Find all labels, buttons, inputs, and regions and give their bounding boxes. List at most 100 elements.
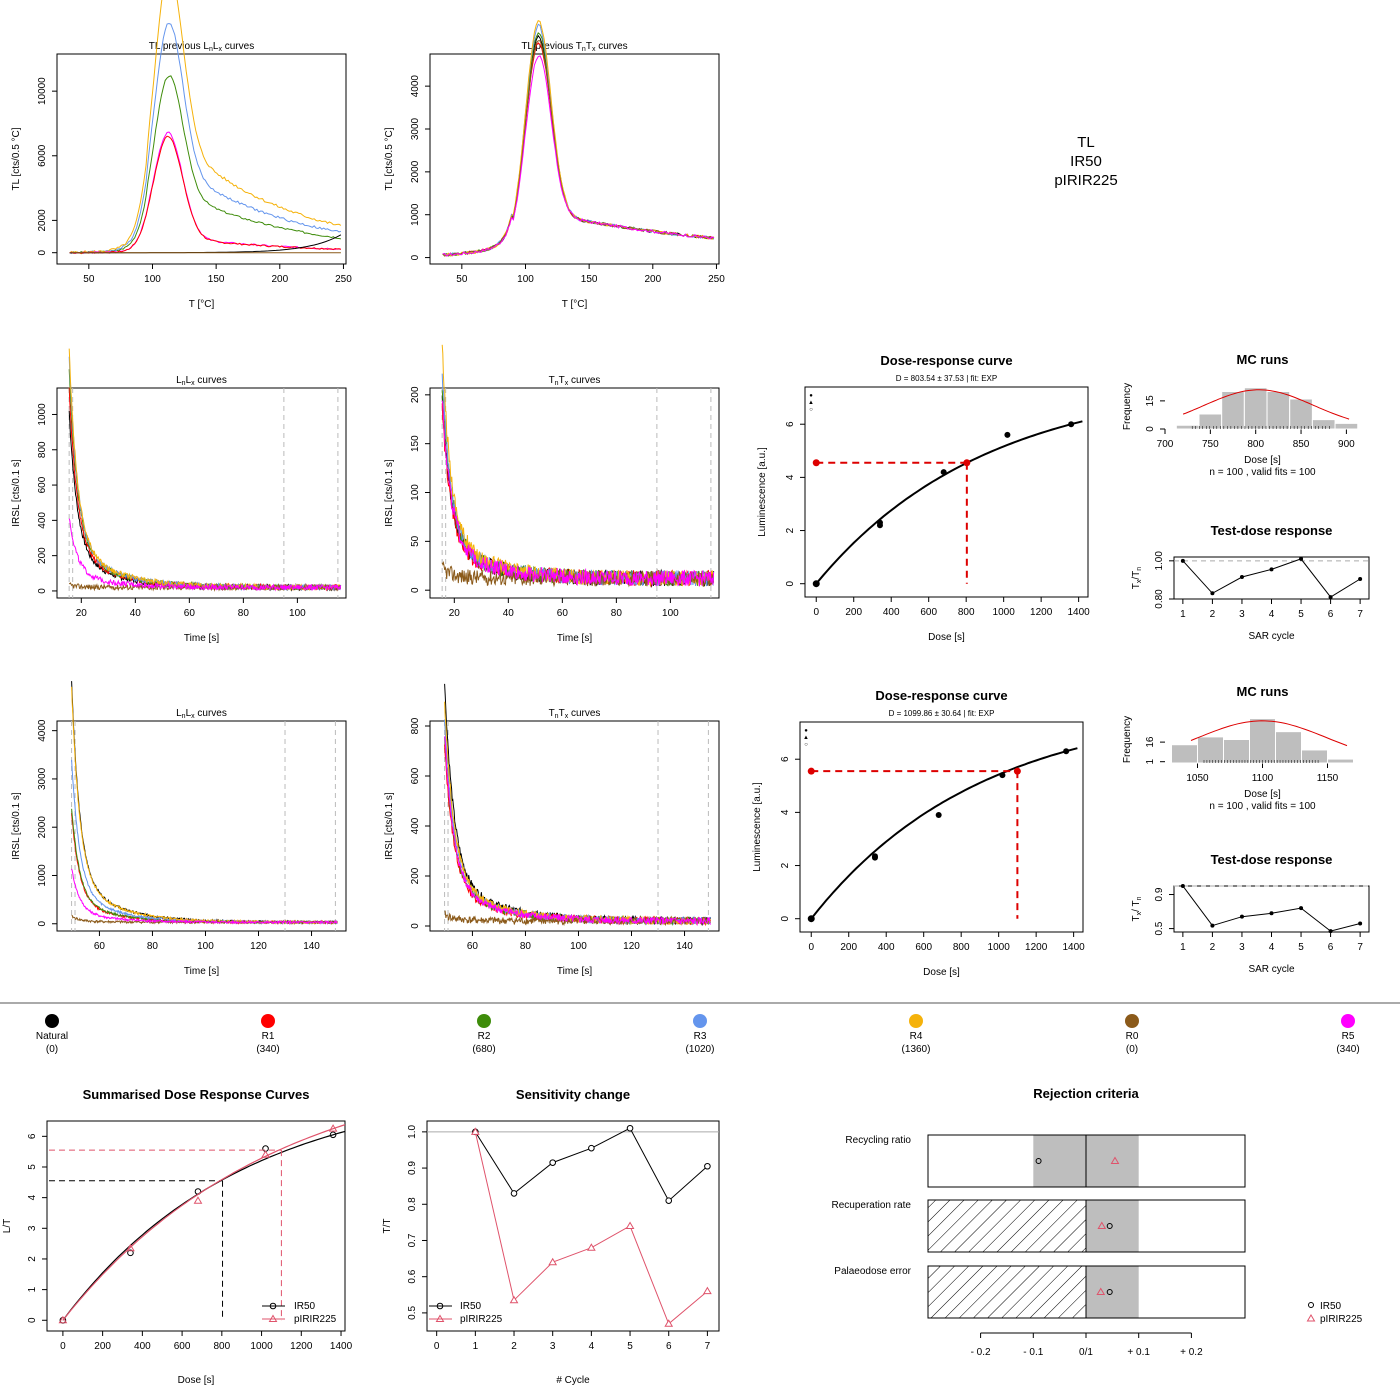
legend-dose: (680) [472, 1044, 495, 1055]
x-axis-label: # Cycle [556, 1375, 590, 1386]
y-tick-label: 800 [37, 441, 48, 458]
x-tick-label: 100 [517, 274, 534, 285]
tl-lx-curve [70, 76, 341, 253]
y-axis-label: Luminescence [a.u.] [752, 782, 763, 872]
x-tick-label: 0/1 [1079, 1347, 1093, 1358]
x-axis-label: Dose [s] [1244, 789, 1281, 800]
panel-title: Summarised Dose Response Curves [83, 1087, 310, 1102]
legend-item-r0: R0(0) [1125, 1014, 1139, 1055]
sensitivity-point [627, 1125, 633, 1131]
legend-dose: (0) [46, 1044, 58, 1055]
x-tick-label: 60 [467, 941, 479, 952]
x-tick-label: 1200 [290, 1341, 313, 1352]
data-point [941, 469, 947, 475]
x-tick-label: 1200 [1025, 942, 1048, 953]
plot-frame [805, 387, 1088, 597]
tdr-point [1181, 884, 1185, 888]
pir-lx-curve [72, 687, 338, 924]
x-tick-label: 20 [76, 608, 88, 619]
x-tick-label: 600 [174, 1341, 191, 1352]
y-tick-label: 0 [780, 915, 791, 921]
y-tick-label: 200 [410, 386, 421, 403]
histogram-bar [1199, 414, 1222, 429]
panel-title: TL previous TnTx curves [521, 41, 627, 53]
x-tick-label: 1000 [988, 942, 1011, 953]
legend-label: IR50 [1320, 1301, 1342, 1312]
x-tick-label: 100 [289, 608, 306, 619]
x-tick-label: 40 [503, 608, 515, 619]
data-point [1063, 748, 1069, 754]
data-point [813, 581, 819, 587]
x-tick-label: 5 [1298, 942, 1304, 953]
panel-tdr2: 1 2 3 4 5 6 7 0.5 0.9 SAR cycle Tx/ Tn Test-dose re… [1131, 852, 1369, 975]
y-tick-label: 0 [37, 921, 48, 927]
x-tick-label: 5 [1298, 609, 1304, 620]
hatched-area [928, 1266, 1086, 1318]
panel-sens: 0 1 2 3 4 5 6 70.50.60.70.80.91.0# CycleT/TSens… [382, 1087, 719, 1386]
legend-dose: (340) [256, 1044, 279, 1055]
x-tick-label: 200 [845, 607, 862, 618]
y-tick-label: 6000 [37, 144, 48, 167]
x-tick-label: 1400 [1068, 607, 1091, 618]
data-point [808, 916, 814, 922]
ir50-tx-curve [442, 374, 713, 586]
histogram-bar [1250, 719, 1276, 763]
panel-title: LnLx curves [176, 375, 227, 387]
x-tick-label: 60 [184, 608, 196, 619]
y-tick-label: 0 [37, 588, 48, 594]
panel-title: Sensitivity change [516, 1087, 630, 1102]
x-tick-label: 700 [1157, 439, 1174, 450]
panel-tdr1: 1 2 3 4 5 6 70.801.00SAR cycleTx/TnTest-dose r… [1131, 523, 1369, 642]
x-tick-label: 900 [1338, 439, 1355, 450]
y-tick-label: 0 [410, 587, 421, 593]
x-tick-label: 1050 [1186, 773, 1209, 784]
hatched-area [928, 1200, 1086, 1252]
tdr-point [1329, 929, 1333, 933]
natural-point [808, 768, 815, 775]
sensitivity-line [475, 1132, 707, 1324]
histogram-bar [1267, 392, 1290, 430]
y-axis-label: Frequency [1122, 716, 1133, 763]
pir-tx-curve [445, 702, 711, 925]
legend-label: IR50 [460, 1301, 482, 1312]
y-tick-label: 4 [27, 1194, 38, 1200]
y-tick-label: 400 [37, 512, 48, 529]
y-tick-label: 1000 [410, 203, 421, 226]
sensitivity-legend: IR50 pIRIR225 [429, 1301, 503, 1325]
type-pirir225: pIRIR225 [1054, 172, 1117, 189]
x-tick-label: 200 [94, 1341, 111, 1352]
drc-legend-symbol: ● [804, 728, 808, 734]
x-tick-label: 80 [238, 608, 250, 619]
drc-subtitle: D = 1099.86 ± 30.64 | fit: EXP [889, 709, 995, 718]
legend-dot [477, 1014, 491, 1028]
tdr-point [1240, 575, 1244, 579]
x-tick-label: 4 [589, 1341, 595, 1352]
legend-label: pIRIR225 [460, 1314, 503, 1325]
y-tick-label: 4000 [37, 719, 48, 742]
plot-frame [430, 721, 719, 931]
y-axis-label: IRSL [cts/0.1 s] [11, 792, 22, 860]
x-tick-label: 400 [134, 1341, 151, 1352]
y-tick-label: 0 [410, 254, 421, 260]
fitted-curve [816, 421, 1082, 583]
x-tick-label: 20 [449, 608, 461, 619]
legend-dot [909, 1014, 923, 1028]
tdr-point [1210, 591, 1214, 595]
x-tick-label: 400 [878, 942, 895, 953]
plot-frame [1174, 557, 1369, 599]
x-tick-label: 2 [1210, 609, 1216, 620]
histogram-bar [1335, 423, 1358, 429]
x-tick-label: 50 [456, 274, 468, 285]
tdr-point [1181, 559, 1185, 563]
type-tl: TL [1077, 134, 1095, 151]
sensitivity-point [589, 1145, 595, 1151]
x-tick-label: 250 [335, 274, 352, 285]
x-tick-label: 200 [644, 274, 661, 285]
x-tick-label: 0 [813, 607, 819, 618]
y-tick-label: 0.9 [1154, 887, 1165, 901]
sensitivity-point [705, 1163, 711, 1169]
panel-title: MC runs [1237, 352, 1289, 367]
x-tick-label: 200 [840, 942, 857, 953]
tdr-point [1270, 911, 1274, 915]
